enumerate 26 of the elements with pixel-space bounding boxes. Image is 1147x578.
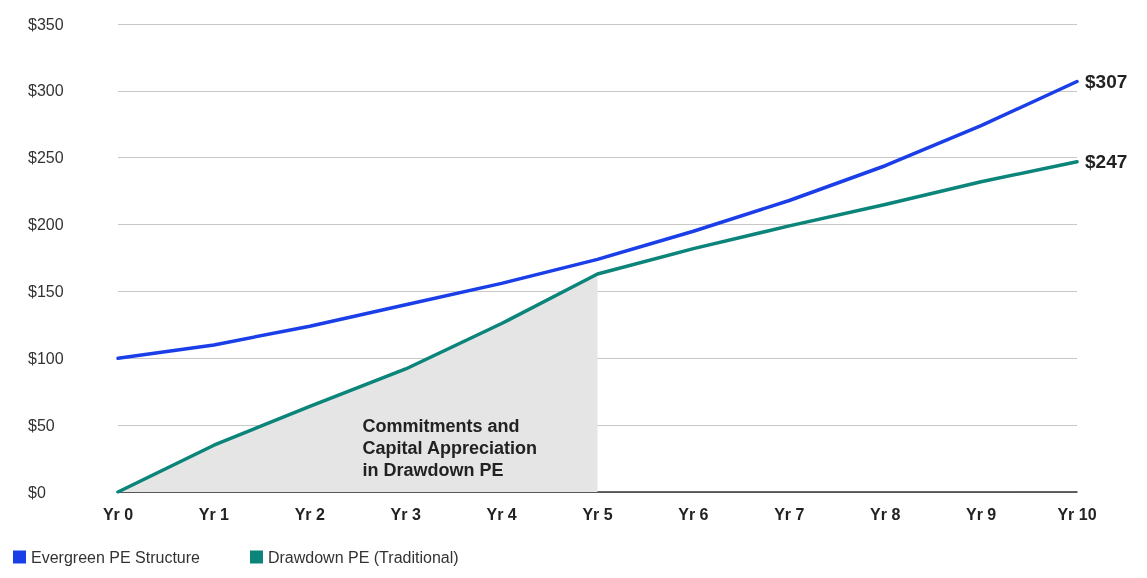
legend-label: Evergreen PE Structure xyxy=(31,548,201,566)
data-label: $307 xyxy=(1085,71,1128,92)
y-tick-label: $50 xyxy=(28,416,55,434)
data-label: $247 xyxy=(1085,151,1128,173)
y-tick-label: $350 xyxy=(28,15,64,33)
x-tick-label: Yr 9 xyxy=(965,505,997,523)
x-tick-label: Yr 3 xyxy=(390,505,421,523)
y-tick-label: $250 xyxy=(28,149,64,167)
line-series xyxy=(116,79,1079,361)
y-tick-label: $200 xyxy=(28,216,64,234)
y-tick-label: $150 xyxy=(28,282,64,300)
y-tick-label: $100 xyxy=(28,349,64,367)
x-tick-label: Yr 8 xyxy=(870,505,901,523)
y-tick-label: $0 xyxy=(28,483,46,501)
legend-label: Drawdown PE (Traditional) xyxy=(267,548,459,566)
x-tick-label: Yr 6 xyxy=(678,505,709,523)
annotation: Commitments and Capital Appreciation in Drawdown PE xyxy=(362,415,537,480)
line-series xyxy=(116,159,1079,494)
y-tick-label: $300 xyxy=(28,82,64,100)
x-tick-label: Yr 10 xyxy=(1057,505,1097,523)
x-tick-label: Yr 2 xyxy=(294,505,326,523)
x-tick-label: Yr 4 xyxy=(486,505,517,523)
x-tick-label: Yr 1 xyxy=(198,505,230,523)
x-tick-label: Yr 0 xyxy=(102,505,134,523)
x-tick-label: Yr 7 xyxy=(774,505,805,523)
x-tick-label: Yr 5 xyxy=(582,505,613,523)
